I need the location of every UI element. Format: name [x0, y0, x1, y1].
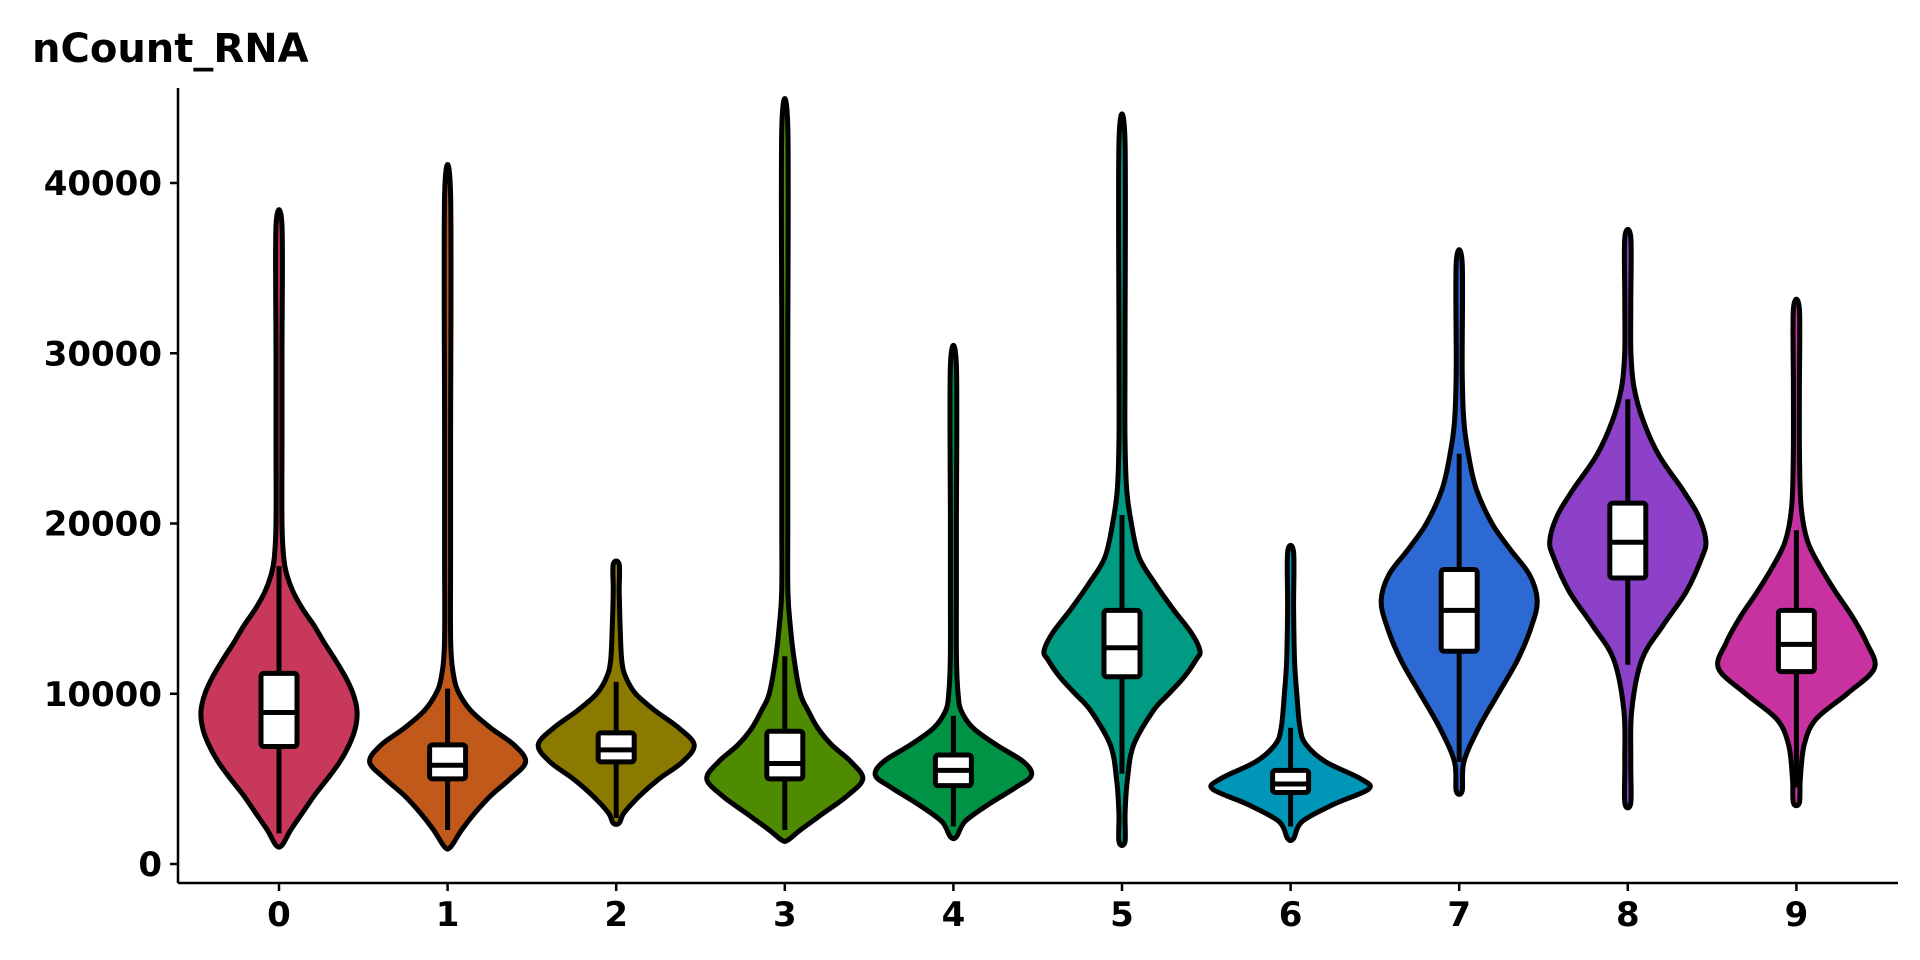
- violin-group-4: [872, 342, 1035, 842]
- y-tick-label: 20000: [44, 505, 162, 545]
- violin-group-2: [535, 558, 697, 827]
- y-tick-label: 0: [138, 845, 162, 885]
- x-axis: 0 1 2 3 4 5 6 7 8 9: [178, 881, 1898, 935]
- x-tick-label: 3: [773, 895, 797, 935]
- violin-group-0: [198, 207, 360, 850]
- violin-group-6: [1208, 542, 1373, 844]
- violin-group-7: [1378, 247, 1540, 797]
- violin-1: [367, 161, 529, 852]
- violin-group-3: [704, 96, 866, 844]
- y-tick-label: 40000: [44, 164, 162, 204]
- violin-0: [198, 207, 360, 850]
- x-tick-label: 1: [436, 895, 460, 935]
- x-tick-label: 5: [1110, 895, 1134, 935]
- x-tick-label: 0: [267, 895, 291, 935]
- y-tick-label: 10000: [44, 675, 162, 715]
- violin-3: [704, 96, 866, 844]
- box-3: [764, 728, 806, 782]
- violin-4: [872, 342, 1035, 842]
- box-9: [1775, 607, 1817, 675]
- violin-6: [1208, 542, 1373, 844]
- x-tick-label: 7: [1447, 895, 1471, 935]
- box-1: [427, 742, 469, 782]
- violin-group-9: [1715, 296, 1878, 809]
- x-tick-label: 8: [1616, 895, 1640, 935]
- violin-group-5: [1041, 111, 1203, 848]
- y-tick-label: 30000: [44, 334, 162, 374]
- box-5: [1101, 607, 1143, 680]
- chart-title: nCount_RNA: [32, 26, 309, 72]
- x-tick-label: 9: [1785, 895, 1809, 935]
- x-tick-label: 2: [604, 895, 628, 935]
- box-0: [258, 670, 300, 750]
- box-2: [595, 730, 637, 765]
- violin-group-1: [367, 161, 529, 852]
- box-6: [1270, 767, 1312, 795]
- violin-5: [1041, 111, 1203, 848]
- violin-group-8: [1547, 226, 1709, 811]
- y-axis: 0 10000 20000 30000 40000: [44, 88, 180, 885]
- violins: [198, 96, 1878, 852]
- x-tick-label: 6: [1279, 895, 1303, 935]
- x-tick-label: 4: [942, 895, 966, 935]
